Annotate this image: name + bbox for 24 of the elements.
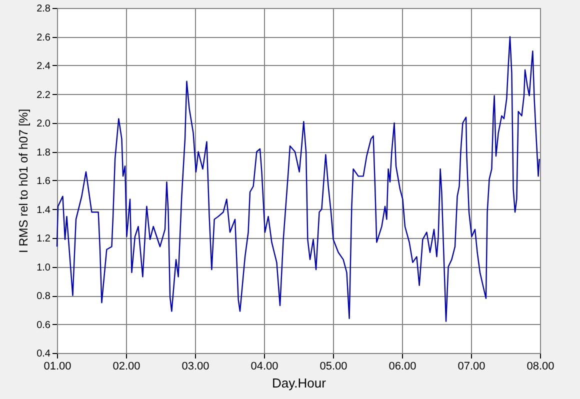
x-tick-label: 02.00 <box>112 360 140 372</box>
x-tick-label: 05.00 <box>320 360 348 372</box>
x-tick-label: 04.00 <box>250 360 278 372</box>
y-tick-label: 2.2 <box>36 90 51 101</box>
y-tick-label: 0.6 <box>36 320 51 331</box>
x-tick-label: 06.00 <box>388 360 416 372</box>
x-tick-label: 01.00 <box>44 360 72 372</box>
y-tick-label: 2.6 <box>36 32 51 44</box>
y-tick-label: 1.8 <box>36 147 51 158</box>
y-axis-title: I RMS rel to h01 of h07 [%] <box>16 108 31 254</box>
y-tick-label: 2.4 <box>36 61 51 72</box>
y-tick-label: 1.2 <box>36 234 51 244</box>
y-tick-label: 2.0 <box>36 118 51 130</box>
x-tick-label: 07.00 <box>458 360 486 372</box>
y-tick-label: 1.4 <box>36 204 51 216</box>
x-tick-label: 03.00 <box>182 360 210 372</box>
y-tick-label: 1.0 <box>36 262 51 274</box>
x-axis-title: Day.Hour <box>272 376 327 390</box>
x-tick-label: 08.00 <box>526 360 554 372</box>
y-tick-label: 2.8 <box>36 4 51 14</box>
y-tick-label: 0.4 <box>36 348 51 360</box>
y-tick-label: 0.8 <box>36 291 51 302</box>
line-series <box>56 36 540 322</box>
y-tick-label: 1.6 <box>36 176 51 187</box>
